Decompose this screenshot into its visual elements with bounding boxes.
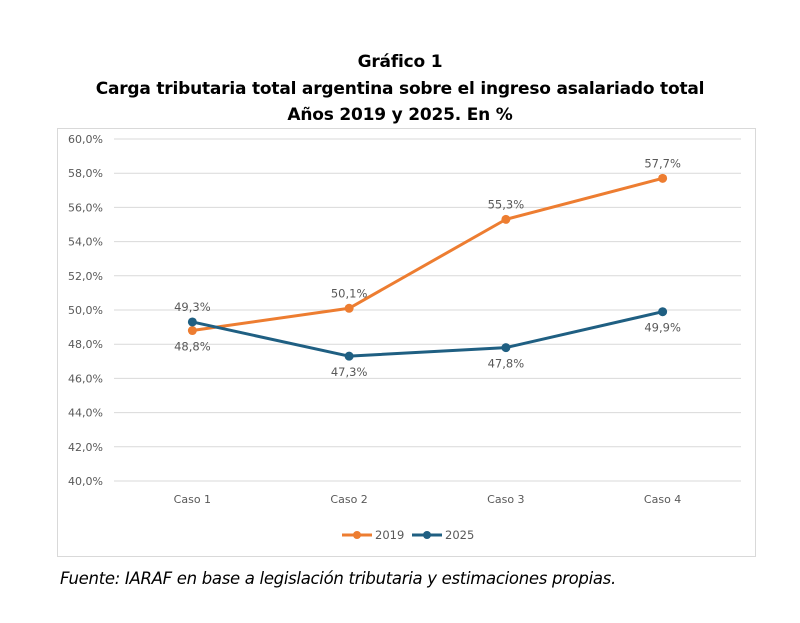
x-axis-ticks: Caso 1 Caso 2 Caso 3 Caso 4 (174, 493, 682, 506)
data-label: 57,7% (644, 156, 681, 170)
y-tick-label: 56,0% (68, 201, 103, 214)
x-tick-label: Caso 3 (487, 493, 524, 506)
data-label: 48,8% (174, 340, 211, 354)
y-tick-label: 46,0% (68, 372, 103, 385)
y-tick-label: 44,0% (68, 407, 103, 420)
legend-label: 2025 (445, 528, 474, 542)
data-point (501, 214, 511, 224)
legend-item-2019: 2019 (342, 528, 404, 542)
data-label: 47,8% (488, 357, 525, 371)
gridlines (114, 138, 741, 482)
data-label: 50,1% (331, 286, 368, 300)
y-axis-ticks: 40,0% 42,0% 44,0% 46,0% 48,0% 50,0% 52,0% 54,0%… (68, 133, 103, 488)
y-tick-label: 58,0% (68, 167, 103, 180)
legend-marker (423, 531, 431, 539)
legend-marker (353, 531, 361, 539)
data-label: 55,3% (488, 197, 525, 211)
data-point (187, 317, 197, 327)
chart-subtitle-years: Años 2019 y 2025. En % (287, 105, 513, 125)
y-tick-label: 40,0% (68, 475, 103, 488)
data-label: 47,3% (331, 365, 368, 379)
chart-subtitle: Carga tributaria total argentina sobre e… (95, 79, 705, 99)
y-tick-label: 54,0% (68, 236, 103, 249)
x-tick-label: Caso 1 (174, 493, 211, 506)
series-lines (187, 173, 668, 361)
data-point (501, 343, 511, 353)
data-label: 49,3% (174, 300, 211, 314)
y-tick-label: 60,0% (68, 133, 103, 146)
x-tick-label: Caso 4 (644, 493, 681, 506)
series-line-2025 (190, 310, 665, 358)
chart-frame (57, 128, 756, 557)
source-note: Fuente: IARAF en base a legislación trib… (60, 569, 616, 588)
series-line-2019 (190, 176, 665, 333)
data-point (658, 307, 668, 317)
data-labels: 48,8% 50,1% 55,3% 57,7% 49,3% 47,3% 47,8% 49,9% (174, 156, 681, 379)
legend: 2019 2025 (342, 528, 474, 542)
data-point (344, 303, 354, 313)
y-tick-label: 52,0% (68, 270, 103, 283)
legend-item-2025: 2025 (412, 528, 474, 542)
y-tick-label: 42,0% (68, 441, 103, 454)
chart-title: Gráfico 1 (357, 52, 443, 72)
data-point (187, 326, 197, 336)
y-tick-label: 48,0% (68, 338, 103, 351)
data-label: 49,9% (644, 321, 681, 335)
legend-label: 2019 (375, 528, 404, 542)
data-point (344, 351, 354, 361)
data-point (658, 173, 668, 183)
x-tick-label: Caso 2 (330, 493, 367, 506)
y-tick-label: 50,0% (68, 304, 103, 317)
